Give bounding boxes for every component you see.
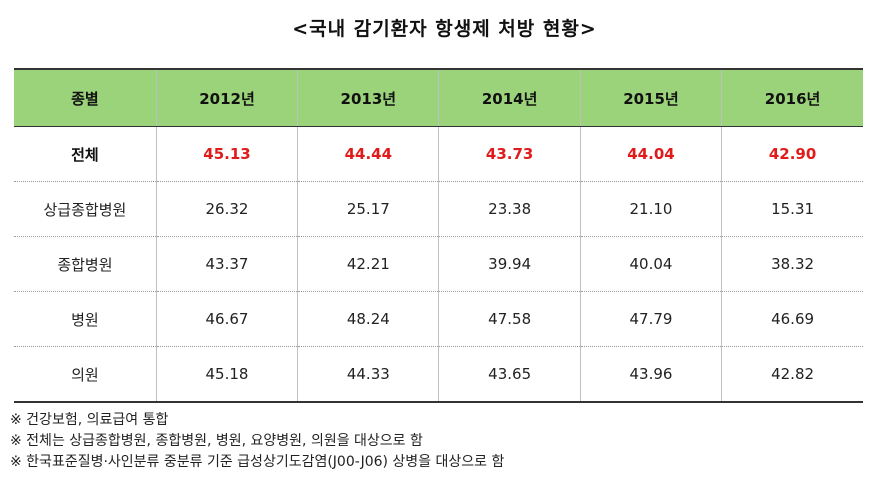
header-category: 종별 — [14, 68, 157, 127]
table-cell: 45.13 — [155, 126, 298, 182]
header-year-2014: 2014년 — [438, 68, 581, 127]
table-cell: 38.32 — [721, 236, 863, 292]
table-cell: 42.82 — [721, 346, 863, 403]
table-row: 의원 45.18 44.33 43.65 43.96 42.82 — [14, 346, 863, 403]
table-row: 상급종합병원 26.32 25.17 23.38 21.10 15.31 — [14, 181, 863, 237]
page-title: <국내 감기환자 항생제 처방 현황> — [292, 18, 597, 40]
table-cell: 48.24 — [297, 291, 439, 347]
table-cell: 15.31 — [721, 181, 863, 237]
row-label: 상급종합병원 — [14, 181, 157, 237]
prescription-table-container: 종별 2012년 2013년 2014년 2015년 2016년 전체 45.1… — [14, 68, 863, 403]
footnote: ※ 전체는 상급종합병원, 종합병원, 병원, 요양병원, 의원을 대상으로 함 — [10, 433, 423, 449]
footnote: ※ 건강보험, 의료급여 통합 — [10, 412, 169, 428]
table-row: 종합병원 43.37 42.21 39.94 40.04 38.32 — [14, 236, 863, 292]
row-label: 의원 — [14, 346, 157, 403]
footnotes: ※ 건강보험, 의료급여 통합 ※ 전체는 상급종합병원, 종합병원, 병원, … — [10, 410, 504, 473]
table-row: 병원 46.67 48.24 47.58 47.79 46.69 — [14, 291, 863, 347]
footnote: ※ 한국표준질병·사인분류 중분류 기준 급성상기도감염(J00-J06) 상병… — [10, 454, 505, 470]
prescription-table: 종별 2012년 2013년 2014년 2015년 2016년 전체 45.1… — [14, 68, 863, 403]
table-cell: 44.33 — [297, 346, 439, 403]
table-cell: 47.79 — [579, 291, 722, 347]
table-cell: 26.32 — [155, 181, 298, 237]
table-cell: 47.58 — [438, 291, 581, 347]
row-label: 전체 — [14, 126, 157, 182]
table-cell: 23.38 — [438, 181, 581, 237]
header-year-2016: 2016년 — [721, 68, 863, 127]
table-cell: 40.04 — [579, 236, 722, 292]
table-header-row: 종별 2012년 2013년 2014년 2015년 2016년 — [14, 68, 863, 127]
table-cell: 44.04 — [579, 126, 722, 182]
header-year-2015: 2015년 — [579, 68, 722, 127]
table-cell: 45.18 — [155, 346, 298, 403]
table-cell: 44.44 — [297, 126, 439, 182]
header-year-2012: 2012년 — [155, 68, 298, 127]
table-row-total: 전체 45.13 44.44 43.73 44.04 42.90 — [14, 126, 863, 182]
header-year-2013: 2013년 — [297, 68, 439, 127]
table-cell: 25.17 — [297, 181, 439, 237]
table-cell: 21.10 — [579, 181, 722, 237]
table-cell: 42.21 — [297, 236, 439, 292]
table-cell: 43.37 — [155, 236, 298, 292]
table-cell: 43.96 — [579, 346, 722, 403]
row-label: 종합병원 — [14, 236, 157, 292]
table-cell: 46.67 — [155, 291, 298, 347]
table-cell: 42.90 — [721, 126, 863, 182]
table-cell: 43.65 — [438, 346, 581, 403]
table-cell: 39.94 — [438, 236, 581, 292]
row-label: 병원 — [14, 291, 157, 347]
table-cell: 46.69 — [721, 291, 863, 347]
table-cell: 43.73 — [438, 126, 581, 182]
